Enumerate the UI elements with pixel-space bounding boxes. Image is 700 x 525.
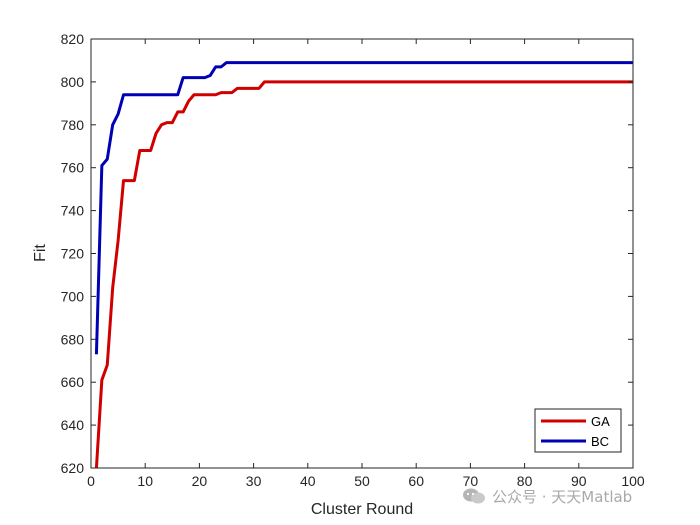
y-tick-label: 680 — [61, 331, 85, 347]
y-tick-label: 740 — [61, 203, 85, 219]
series-line-ga — [94, 80, 633, 469]
plot-area — [91, 39, 633, 468]
legend-label-ga: GA — [591, 414, 610, 429]
y-tick-label: 620 — [61, 460, 85, 476]
x-tick-label: 30 — [246, 473, 262, 489]
wechat-icon — [463, 488, 485, 504]
legend: GA BC — [534, 408, 622, 453]
watermark-text: 公众号 · 天天Matlab — [492, 488, 633, 506]
y-axis: 620 640 660 680 700 720 740 760 780 800 820 — [61, 31, 633, 476]
y-axis-label: Fit — [32, 244, 49, 262]
x-tick-label: 80 — [517, 473, 533, 489]
watermark: 公众号 · 天天Matlab — [462, 486, 632, 507]
y-tick-label: 660 — [61, 374, 85, 390]
y-tick-label: 800 — [61, 74, 85, 90]
legend-label-bc: BC — [591, 434, 609, 449]
x-tick-label: 40 — [300, 473, 316, 489]
x-tick-label: 70 — [463, 473, 479, 489]
x-tick-label: 0 — [87, 473, 95, 489]
y-tick-label: 760 — [61, 160, 85, 176]
y-tick-label: 700 — [61, 288, 85, 304]
legend-box — [534, 408, 622, 453]
x-axis-label: Cluster Round — [311, 501, 413, 518]
x-tick-label: 20 — [192, 473, 208, 489]
x-tick-label: 100 — [621, 473, 645, 489]
x-tick-label: 10 — [137, 473, 153, 489]
y-tick-label: 720 — [61, 246, 85, 262]
x-tick-label: 90 — [571, 473, 587, 489]
y-tick-label: 820 — [61, 31, 85, 47]
x-axis: 0 10 20 30 40 50 60 70 80 90 100 — [87, 39, 645, 489]
series-layer — [94, 61, 633, 469]
x-tick-label: 60 — [408, 473, 424, 489]
x-tick-label: 50 — [354, 473, 370, 489]
series-line-bc — [94, 61, 633, 355]
y-tick-label: 640 — [61, 417, 85, 433]
y-tick-label: 780 — [61, 117, 85, 133]
